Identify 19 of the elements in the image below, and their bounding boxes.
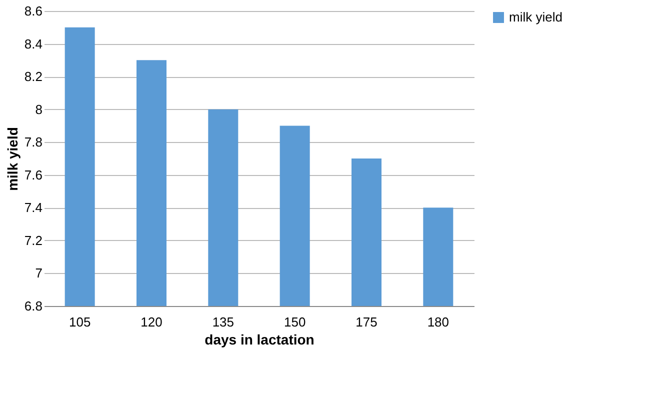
x-axis-title: days in lactation: [204, 332, 314, 348]
y-tick-label: 8.4: [24, 36, 42, 52]
x-tick-label: 175: [356, 314, 378, 330]
y-tick-label: 7.2: [24, 232, 42, 248]
y-tick-label: 7.4: [24, 200, 42, 216]
y-tick-label: 6.8: [24, 298, 42, 314]
x-tick-label: 150: [284, 314, 306, 330]
legend-label: milk yield: [509, 10, 562, 24]
x-tick-label: 180: [427, 314, 450, 330]
y-axis-title: milk yield: [4, 127, 20, 191]
y-tick-label: 7.6: [24, 167, 42, 182]
y-tick-label: 7.8: [24, 134, 42, 150]
x-tick-label: 135: [212, 314, 234, 330]
x-tick-label: 120: [140, 314, 162, 330]
y-tick-label: 8.6: [24, 4, 42, 18]
y-tick-label: 8.2: [24, 69, 42, 84]
y-tick-label: 7: [35, 266, 42, 281]
y-tick-label: 8: [35, 102, 42, 117]
x-tick-label: 105: [68, 314, 91, 330]
